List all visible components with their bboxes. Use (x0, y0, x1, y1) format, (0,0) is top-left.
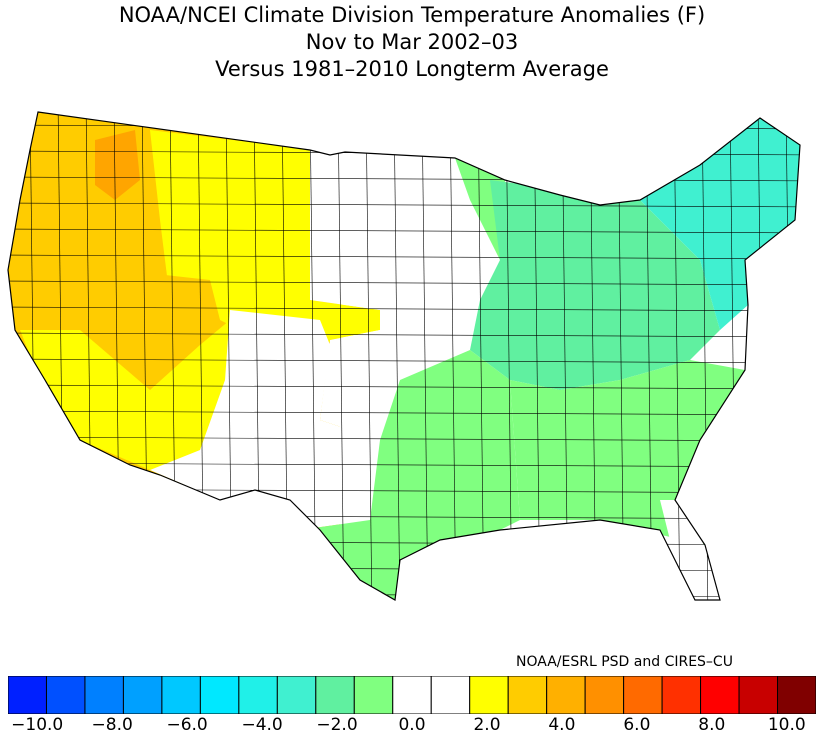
tick-label: 10.0 (767, 715, 806, 735)
color-swatch (469, 676, 509, 714)
tick-label: 2.0 (473, 715, 501, 735)
color-swatch (777, 676, 816, 714)
tick-label: 6.0 (623, 715, 651, 735)
color-swatch (661, 676, 702, 714)
region-southeast (510, 360, 745, 545)
color-swatch (584, 676, 625, 714)
region-california-nevada (8, 250, 220, 390)
tick-label: −8.0 (91, 715, 133, 735)
map-title: NOAA/NCEI Climate Division Temperature A… (0, 2, 824, 83)
color-swatch (392, 676, 432, 714)
color-swatch (199, 676, 240, 714)
color-swatch (276, 676, 317, 714)
color-swatch (84, 676, 124, 714)
us-anomaly-map (7, 111, 801, 601)
color-swatch (161, 676, 201, 714)
region-texas-oklahoma (300, 350, 520, 600)
tick-label: −10.0 (11, 715, 64, 735)
color-swatch (238, 676, 278, 714)
tick-label: 4.0 (548, 715, 576, 735)
color-swatch (623, 676, 663, 714)
us-outline (7, 111, 801, 601)
color-swatch (8, 676, 47, 714)
tick-label: −2.0 (316, 715, 358, 735)
color-swatch (45, 676, 86, 714)
region-southern-california (20, 320, 230, 470)
color-swatch (122, 676, 163, 714)
title-line-3: Versus 1981–2010 Longterm Average (215, 57, 609, 81)
data-credit: NOAA/ESRL PSD and CIRES–CU (516, 654, 733, 670)
color-swatch (430, 676, 471, 714)
tick-label: −6.0 (166, 715, 208, 735)
region-florida-peninsula (660, 500, 720, 600)
color-swatch (738, 676, 779, 714)
title-line-1: NOAA/NCEI Climate Division Temperature A… (118, 3, 706, 27)
tick-label: 0.0 (398, 715, 426, 735)
color-swatch (546, 676, 586, 714)
tick-label: −4.0 (241, 715, 283, 735)
color-swatch (353, 676, 394, 714)
region-central-plains (310, 150, 505, 440)
region-four-corners (150, 310, 380, 530)
region-northern-plains-west (150, 130, 380, 370)
tick-label: 8.0 (698, 715, 726, 735)
color-swatch (315, 676, 355, 714)
color-swatch (700, 676, 740, 714)
title-line-2: Nov to Mar 2002–03 (305, 30, 519, 54)
color-scale-bar (8, 676, 816, 714)
region-idaho-core (95, 130, 140, 200)
region-great-lakes-ohio-valley (470, 180, 720, 390)
color-swatch (507, 676, 548, 714)
region-northeast (640, 118, 800, 330)
